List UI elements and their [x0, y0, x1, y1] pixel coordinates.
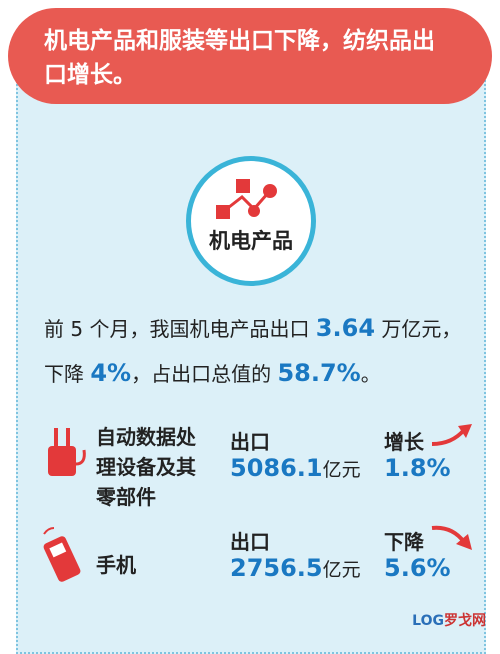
summary: 前 5 个月，我国机电产品出口 3.64 万亿元， 下降 4%，占出口总值的 5…	[44, 306, 474, 396]
watermark: LOG罗戈网	[412, 610, 486, 630]
change-value: 5.6%	[384, 554, 451, 582]
summary-text: ，占出口总值的	[131, 362, 278, 386]
summary-text: 前 5 个月，我国机电产品出口	[44, 317, 316, 341]
page: 机电产品和服装等出口下降，纺织品出口增长。 机电产品 前 5 个月，我国机电产品…	[8, 8, 492, 654]
summary-text: 。	[360, 362, 381, 386]
unit: 亿元	[322, 559, 361, 581]
badge-icon	[216, 179, 277, 219]
change-label: 增长	[384, 430, 424, 454]
summary-text: 万亿元，	[375, 317, 462, 341]
summary-value: 3.64	[315, 314, 376, 342]
header: 机电产品和服装等出口下降，纺织品出口增长。	[8, 8, 492, 104]
watermark-text: 罗戈网	[444, 613, 486, 629]
badge: 机电产品	[186, 156, 316, 286]
down-arrow	[431, 525, 472, 550]
summary-text: 下降	[44, 362, 91, 386]
item: 自动数据处理设备及其零部件 出口 5086.1亿元 增长 1.8%	[40, 420, 480, 520]
unit: 亿元	[322, 459, 361, 481]
up-arrow	[431, 424, 472, 446]
change-label: 下降	[384, 530, 424, 554]
item: 手机 出口 2756.5亿元 下降 5.6%	[40, 520, 480, 620]
change-value: 1.8%	[384, 454, 451, 482]
watermark-logo: LOG	[412, 613, 444, 629]
value: 5086.1	[230, 454, 323, 482]
item-name: 手机	[96, 553, 136, 577]
phone-icon	[43, 527, 81, 582]
summary-value: 4%	[90, 359, 132, 387]
computer-icon	[48, 428, 86, 476]
summary-value: 58.7%	[277, 359, 361, 387]
item-name: 自动数据处理设备及其零部件	[96, 425, 196, 509]
export-label: 出口	[230, 530, 270, 554]
export-label: 出口	[230, 430, 270, 454]
value: 2756.5	[230, 554, 323, 582]
badge-label: 机电产品	[209, 229, 293, 253]
export-value: 2756.5亿元	[230, 554, 361, 582]
export-value: 5086.1亿元	[230, 454, 361, 482]
